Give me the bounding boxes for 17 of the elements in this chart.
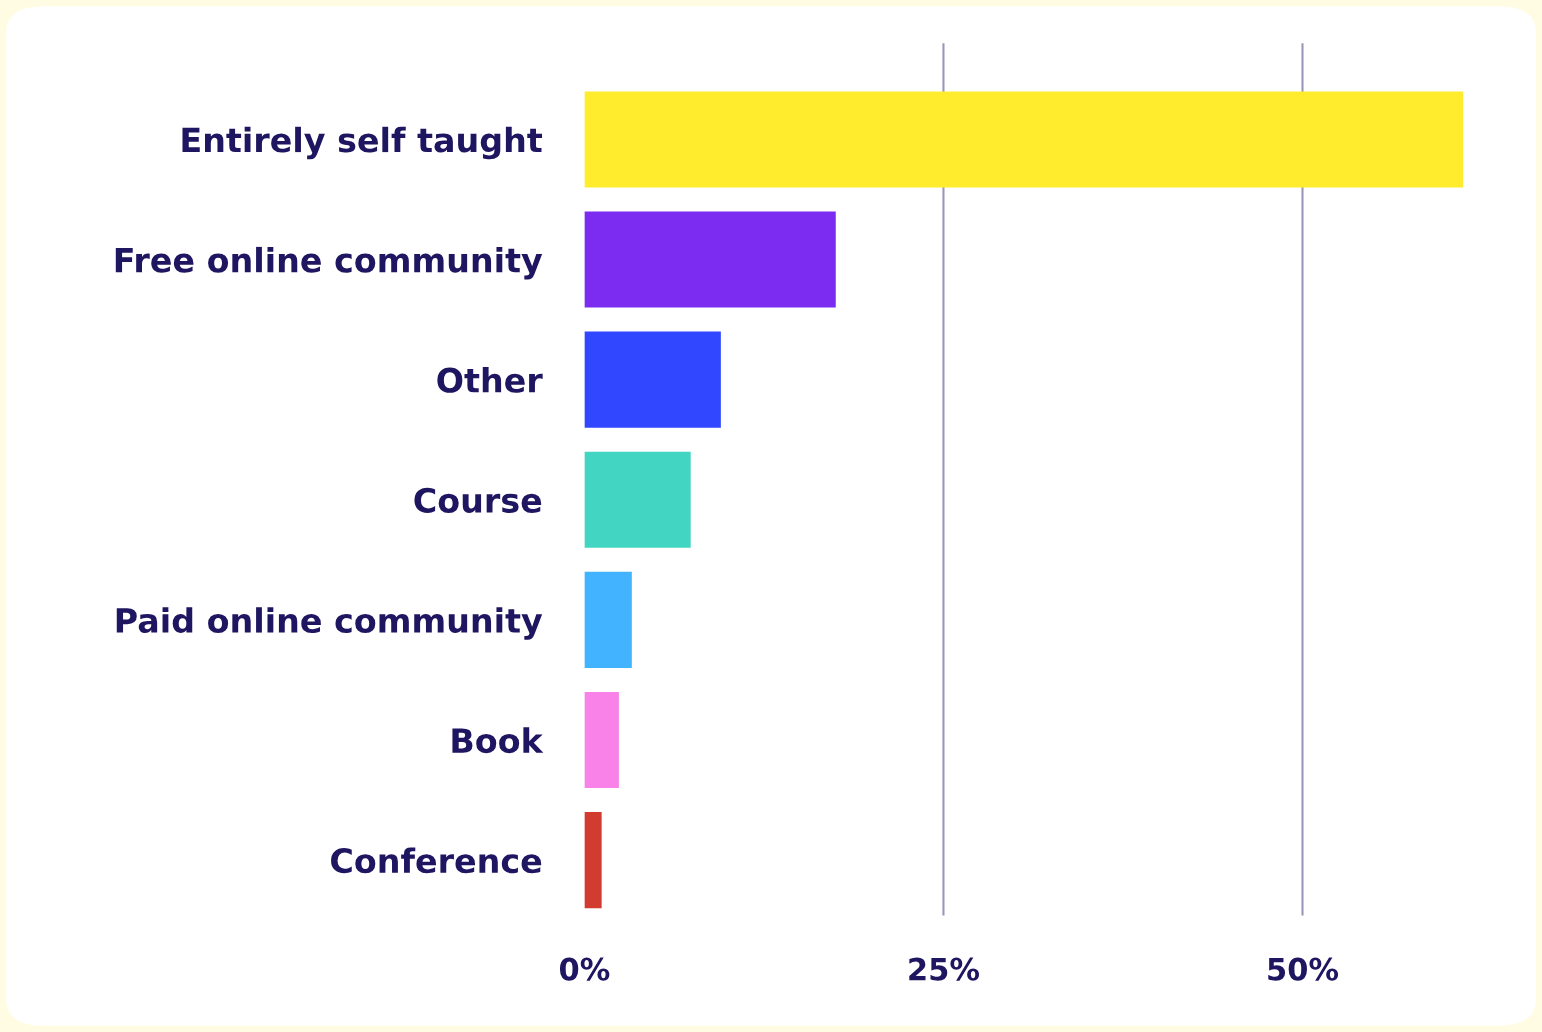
bar <box>584 451 691 548</box>
x-tick-label: 0% <box>559 957 610 981</box>
y-tick-label: Other <box>437 367 543 393</box>
bar <box>584 331 721 428</box>
y-tick-label: Entirely self taught <box>182 126 542 160</box>
y-tick-label: Paid online community <box>116 607 543 640</box>
bar <box>584 812 602 909</box>
bar <box>584 691 619 789</box>
x-tick-label: 50% <box>1268 957 1339 981</box>
bar <box>584 571 632 668</box>
y-tick-label: Course <box>414 487 542 513</box>
y-tick-label: Conference <box>331 847 542 874</box>
y-tick-label: Book <box>452 727 544 754</box>
y-tick-label: Free online community <box>115 246 543 280</box>
x-tick-label: 25% <box>909 957 980 981</box>
bar <box>584 91 1464 188</box>
bar <box>584 211 836 308</box>
